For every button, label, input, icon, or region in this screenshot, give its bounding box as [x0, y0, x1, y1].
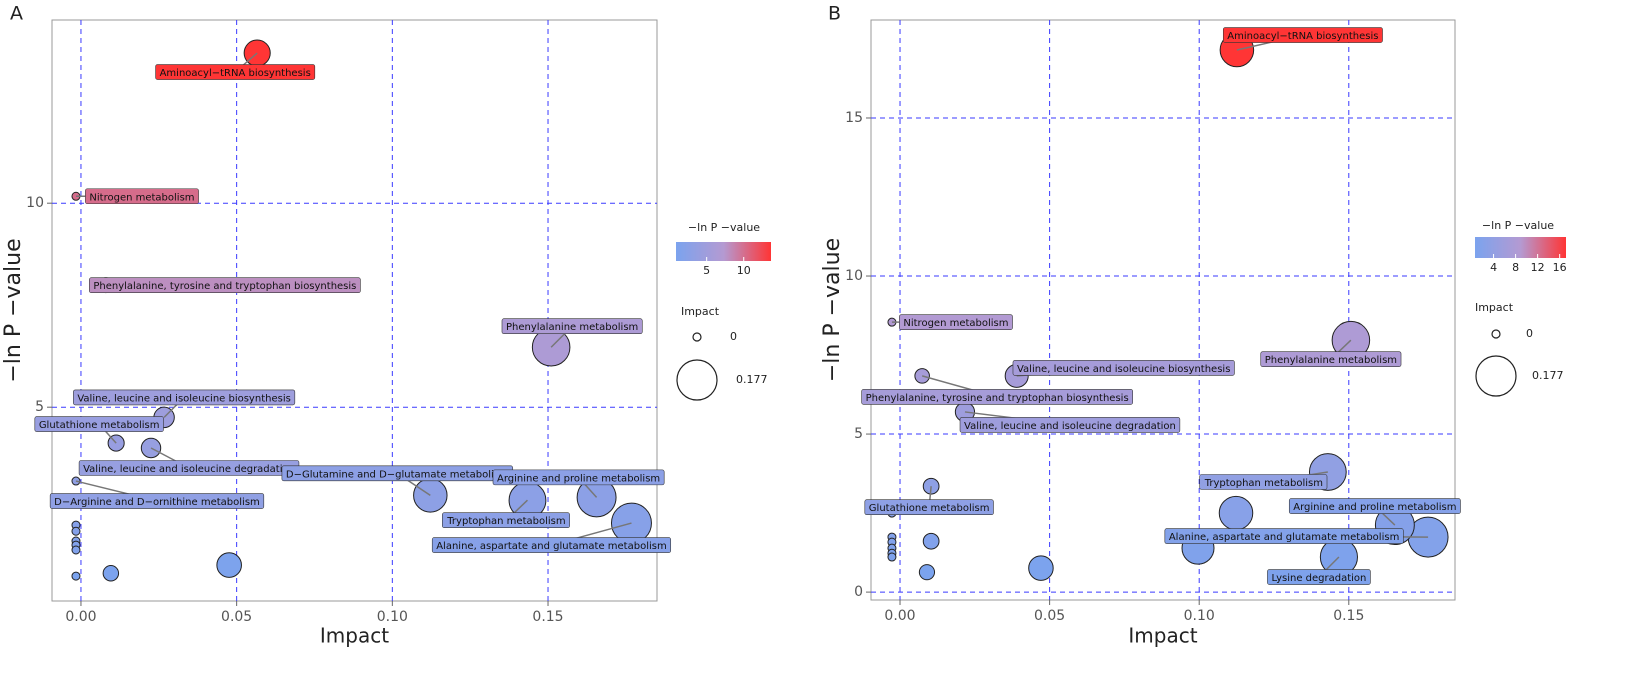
bubble — [71, 545, 81, 555]
label-box — [442, 512, 570, 529]
point-label: Nitrogen metabolism — [903, 318, 1008, 329]
size-legend-title: Impact — [1475, 301, 1514, 314]
point-label: Alanine, aspartate and glutamate metabol… — [436, 541, 666, 552]
point-label: Valine, leucine and isoleucine biosynthe… — [1017, 364, 1230, 375]
point-label: Valine, leucine and isoleucine biosynthe… — [77, 393, 290, 404]
colorbar-tick-label: 5 — [703, 264, 710, 277]
bubble — [71, 571, 81, 581]
size-legend-title: Impact — [681, 305, 720, 318]
size-legend-key — [692, 332, 702, 342]
size-legend-label: 0 — [730, 330, 737, 343]
point-label: Phenylalanine metabolism — [506, 322, 638, 333]
y-tick-label: 10 — [845, 268, 863, 284]
x-tick-label: 0.10 — [1184, 608, 1215, 624]
size-legend-key — [1491, 329, 1501, 339]
x-axis-label: Impact — [320, 624, 389, 648]
size-legend-key — [676, 359, 718, 401]
point-label: Arginine and proline metabolism — [497, 473, 660, 484]
label-box — [34, 416, 164, 432]
point-label: Nitrogen metabolism — [89, 192, 194, 203]
size-legend-label: 0.177 — [736, 373, 768, 386]
bubble — [1218, 495, 1254, 531]
colorbar-title: −ln P −value — [688, 221, 760, 234]
label-box — [1288, 498, 1461, 514]
point-label: Valine, leucine and isoleucine degradati… — [964, 421, 1176, 432]
point-label: Phenylalanine, tyrosine and tryptophan b… — [93, 281, 356, 292]
panel-label: A — [10, 3, 23, 25]
colorbar — [676, 242, 771, 261]
label-box — [1012, 360, 1235, 376]
size-legend-label: 0 — [1526, 327, 1533, 340]
colorbar-tick-label: 8 — [1512, 261, 1519, 274]
bubble — [71, 526, 81, 536]
label-box — [1222, 27, 1383, 43]
point-label: Phenylalanine metabolism — [1265, 355, 1397, 366]
y-tick-label: 5 — [854, 426, 863, 442]
label-box — [492, 469, 665, 486]
label-box — [959, 417, 1181, 433]
bubble — [922, 532, 940, 550]
point-label: Lysine degradation — [1271, 573, 1366, 584]
point-label: Phenylalanine, tyrosine and tryptophan b… — [866, 393, 1129, 404]
bubble — [914, 368, 930, 384]
label-box — [155, 64, 316, 80]
label-box — [1199, 474, 1328, 490]
bubble — [918, 564, 936, 581]
label-box — [861, 389, 1133, 405]
x-axis-label: Impact — [1128, 624, 1197, 648]
x-tick-label: 0.00 — [884, 608, 915, 624]
bubble — [1028, 555, 1054, 581]
x-tick-label: 0.10 — [377, 609, 408, 625]
label-box — [431, 537, 672, 553]
x-tick-label: 0.15 — [1333, 608, 1364, 624]
y-tick-label: 5 — [35, 399, 44, 415]
point-label: Valine, leucine and isoleucine degradati… — [83, 464, 295, 475]
y-axis-label: −ln P −value — [820, 238, 845, 382]
bubble — [887, 552, 897, 562]
colorbar-tick-label: 4 — [1490, 261, 1497, 274]
colorbar-tick-label: 12 — [1531, 261, 1545, 274]
colorbar-tick-label: 16 — [1553, 261, 1567, 274]
point-label: Tryptophan metabolism — [446, 516, 565, 527]
colorbar — [1475, 237, 1566, 258]
x-tick-label: 0.15 — [532, 609, 563, 625]
plot-area — [870, 19, 1456, 601]
label-box — [899, 314, 1013, 330]
panel-label: B — [828, 3, 841, 25]
point-label: Aminoacyl−tRNA biosynthesis — [160, 68, 311, 79]
label-box — [1164, 528, 1404, 544]
y-axis-label: −ln P −value — [1, 238, 26, 382]
label-box — [89, 277, 361, 294]
point-label: Alanine, aspartate and glutamate metabol… — [1169, 532, 1399, 543]
y-tick-label: 15 — [845, 110, 863, 126]
y-tick-label: 0 — [854, 584, 863, 600]
label-box — [1267, 569, 1371, 585]
point-label: Aminoacyl−tRNA biosynthesis — [1227, 31, 1378, 42]
x-tick-label: 0.05 — [1034, 608, 1065, 624]
point-label: Glutathione metabolism — [39, 420, 160, 431]
size-legend-label: 0.177 — [1532, 369, 1564, 382]
plot-area — [51, 19, 658, 602]
label-box — [73, 389, 296, 406]
colorbar-title: −ln P −value — [1482, 219, 1554, 232]
bubble — [216, 552, 242, 578]
colorbar-tick-label: 10 — [737, 264, 751, 277]
point-label: Arginine and proline metabolism — [1293, 502, 1456, 513]
label-box — [864, 499, 994, 516]
size-legend-key — [1475, 355, 1517, 397]
point-label: Glutathione metabolism — [869, 503, 990, 514]
label-box — [501, 318, 643, 335]
label-box — [85, 188, 199, 205]
label-box — [1260, 351, 1402, 367]
point-label: D−Arginine and D−ornithine metabolism — [54, 497, 260, 508]
x-tick-label: 0.00 — [65, 609, 96, 625]
point-label: D−Glutamine and D−glutamate metabolism — [286, 469, 509, 480]
point-label: Tryptophan metabolism — [1204, 478, 1323, 489]
y-tick-label: 10 — [26, 195, 44, 211]
x-tick-label: 0.05 — [221, 609, 252, 625]
label-box — [49, 493, 265, 509]
bubble — [102, 565, 120, 582]
